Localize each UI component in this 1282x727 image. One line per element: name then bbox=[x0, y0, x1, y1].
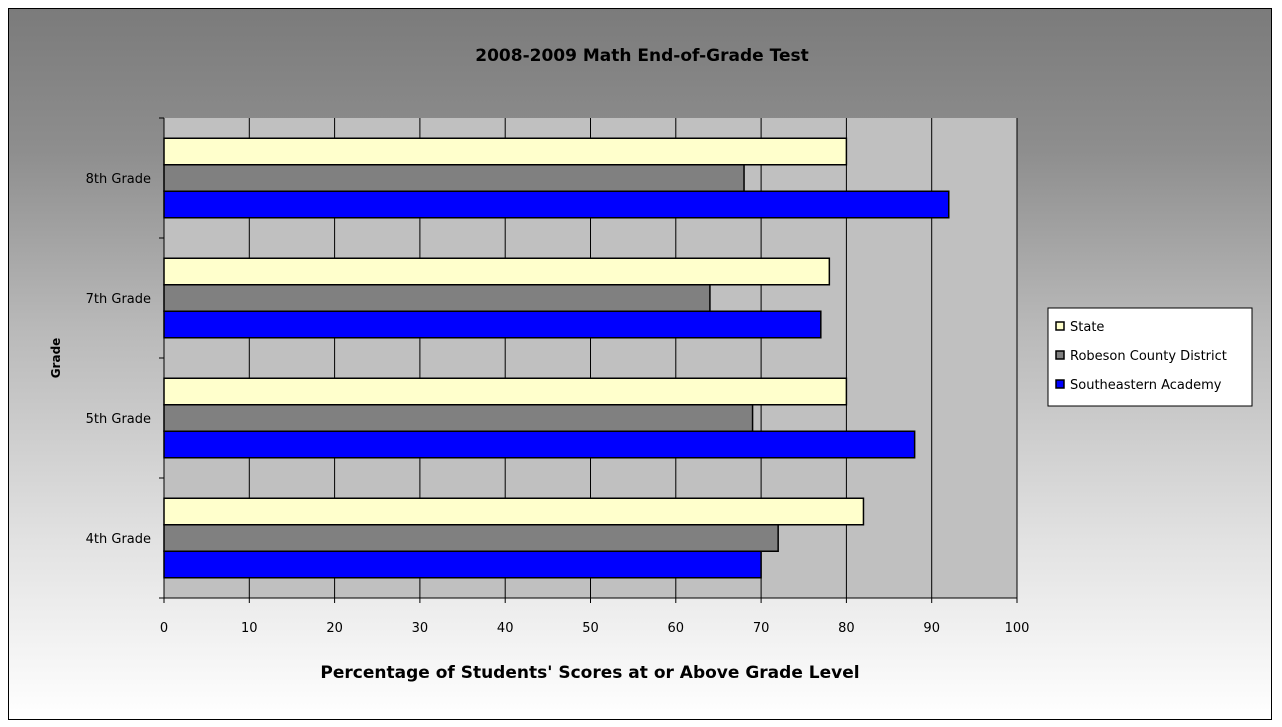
legend-swatch bbox=[1055, 350, 1065, 360]
x-tick-label: 40 bbox=[497, 621, 514, 636]
x-tick-label: 50 bbox=[582, 621, 599, 636]
bar bbox=[163, 310, 822, 339]
x-tick-label: 60 bbox=[668, 621, 685, 636]
x-tick-label: 10 bbox=[241, 621, 258, 636]
bar bbox=[163, 164, 745, 192]
x-tick-label: 70 bbox=[753, 621, 770, 636]
category-label: 4th Grade bbox=[86, 532, 151, 547]
x-tick-label: 100 bbox=[1005, 621, 1030, 636]
bar bbox=[163, 430, 916, 459]
category-label: 8th Grade bbox=[86, 172, 151, 187]
legend-swatch bbox=[1055, 379, 1065, 389]
legend: State Robeson County District Southeastern… bbox=[1047, 307, 1253, 407]
x-axis-title: Percentage of Students' Scores at or Abo… bbox=[320, 663, 859, 683]
x-tick-label: 0 bbox=[160, 621, 168, 636]
bar bbox=[163, 497, 865, 526]
x-tick-label: 90 bbox=[923, 621, 940, 636]
x-tick-label: 20 bbox=[326, 621, 343, 636]
category-label: 7th Grade bbox=[86, 292, 151, 307]
legend-label: State bbox=[1070, 320, 1104, 335]
x-tick-label: 80 bbox=[838, 621, 855, 636]
bar bbox=[163, 257, 831, 286]
bar bbox=[163, 404, 754, 432]
legend-label: Southeastern Academy bbox=[1070, 378, 1222, 393]
chart-title: 2008-2009 Math End-of-Grade Test bbox=[475, 46, 808, 66]
bar bbox=[163, 377, 848, 406]
legend-swatch bbox=[1055, 321, 1065, 331]
bar bbox=[163, 284, 711, 312]
x-tick-label: 30 bbox=[412, 621, 429, 636]
bar bbox=[163, 137, 848, 166]
bar bbox=[163, 524, 779, 552]
legend-label: Robeson County District bbox=[1070, 349, 1227, 364]
bar bbox=[163, 550, 762, 579]
legend-box bbox=[1047, 307, 1253, 407]
bar bbox=[163, 190, 950, 219]
plot-area: 0 10 20 30 40 50 60 70 80 90 100 8th Grade 7th Grade… bbox=[86, 117, 1030, 636]
category-label: 5th Grade bbox=[86, 412, 151, 427]
y-axis-title: Grade bbox=[49, 338, 63, 379]
